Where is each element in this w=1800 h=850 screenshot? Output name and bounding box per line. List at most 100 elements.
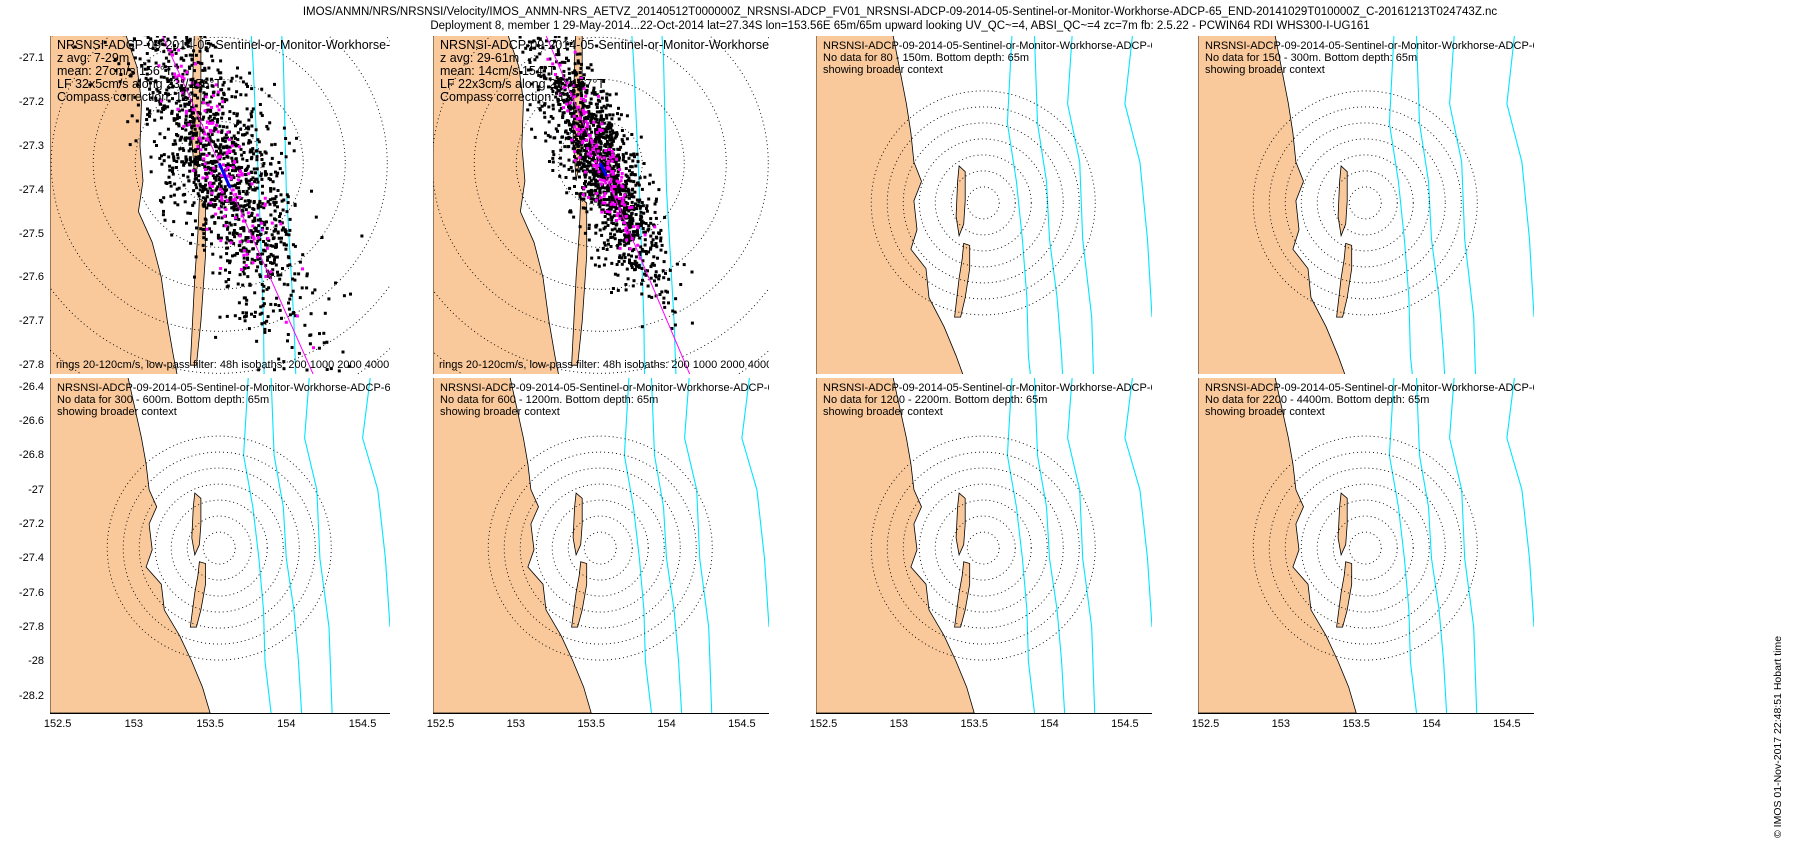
velocity-point (593, 117, 597, 121)
velocity-point (224, 280, 228, 284)
velocity-point (212, 116, 216, 120)
isobath-4 (1124, 36, 1152, 318)
velocity-point (246, 257, 250, 261)
velocity-point (616, 273, 620, 277)
mainland-land (50, 378, 211, 713)
velocity-point (581, 157, 585, 161)
velocity-point (651, 262, 655, 265)
velocity-point (653, 202, 657, 206)
velocity-point (193, 275, 196, 279)
velocity-point (548, 57, 552, 61)
velocity-point (154, 39, 158, 43)
velocity-point (590, 130, 594, 134)
velocity-point (568, 90, 572, 93)
velocity-point (184, 121, 187, 125)
velocity-point (170, 50, 174, 54)
velocity-point (239, 204, 243, 208)
velocity-point (634, 255, 638, 259)
velocity-point (202, 91, 206, 95)
velocity-point (593, 91, 597, 95)
velocity-point (195, 131, 199, 135)
velocity-point (569, 166, 573, 169)
velocity-point (243, 169, 247, 172)
velocity-point (546, 133, 550, 137)
velocity-point (172, 156, 176, 160)
velocity-point (578, 85, 582, 89)
velocity-point (548, 77, 552, 81)
velocity-point (594, 135, 598, 139)
velocity-point (172, 75, 176, 79)
velocity-point (225, 314, 229, 318)
velocity-point (207, 116, 211, 120)
velocity-point (176, 156, 180, 160)
velocity-point (266, 315, 270, 319)
velocity-point (636, 160, 640, 164)
lowpass-point (260, 228, 264, 232)
velocity-point (574, 109, 578, 113)
velocity-point (219, 151, 223, 155)
velocity-point (662, 296, 666, 300)
velocity-point (572, 106, 576, 110)
velocity-point (247, 327, 251, 331)
velocity-point (215, 174, 219, 178)
velocity-point (149, 37, 153, 41)
velocity-point (283, 228, 287, 232)
velocity-point (247, 249, 251, 253)
velocity-point (582, 162, 586, 166)
velocity-point (179, 86, 182, 90)
y-tick-top: -27.8 (18, 359, 44, 372)
velocity-point (664, 289, 668, 293)
lowpass-point (225, 167, 228, 171)
velocity-point (168, 181, 172, 184)
velocity-point (631, 249, 634, 253)
lowpass-point (231, 198, 235, 202)
velocity-point (563, 145, 567, 149)
velocity-point (134, 139, 138, 143)
velocity-point (269, 244, 273, 248)
velocity-point (164, 181, 168, 185)
panel-4-context: showing broader context (1205, 64, 1325, 76)
plot-panel-4: NRSNSI-ADCP-09-2014-05-Sentinel-or-Monit… (1198, 36, 1534, 374)
lowpass-point (636, 226, 640, 230)
velocity-point (209, 120, 213, 124)
lowpass-point (600, 122, 604, 126)
velocity-point (221, 137, 225, 141)
velocity-point (177, 122, 181, 126)
panel-2-lf: LF 22x3cm/s along 23°/157°T (440, 77, 605, 91)
velocity-point (589, 115, 593, 119)
lowpass-point (591, 147, 595, 151)
velocity-point (583, 175, 587, 179)
velocity-point (182, 58, 186, 62)
lowpass-point (230, 144, 234, 148)
velocity-point (196, 60, 200, 64)
velocity-point (583, 206, 587, 210)
lowpass-point (594, 145, 598, 149)
velocity-point (192, 189, 196, 193)
velocity-point (278, 219, 282, 223)
isobath-2 (661, 36, 677, 374)
velocity-point (626, 277, 630, 281)
velocity-point (198, 182, 202, 186)
velocity-point (617, 158, 621, 162)
velocity-point (148, 87, 152, 91)
velocity-point (222, 80, 226, 84)
panel-2-mean: mean: 14cm/s 154°T (440, 64, 556, 78)
velocity-point (629, 165, 633, 169)
velocity-point (585, 210, 589, 214)
velocity-point (581, 102, 585, 106)
velocity-point (624, 242, 628, 246)
velocity-point (597, 121, 601, 125)
velocity-point (537, 100, 541, 104)
velocity-point (210, 95, 214, 99)
velocity-point (576, 151, 580, 155)
lowpass-point (584, 120, 588, 124)
velocity-point (251, 232, 255, 236)
velocity-point (639, 245, 643, 249)
velocity-point (193, 80, 197, 84)
lowpass-point (554, 73, 557, 76)
velocity-point (655, 197, 658, 201)
lowpass-point (598, 178, 602, 182)
velocity-point (614, 160, 618, 164)
velocity-point (182, 148, 186, 152)
lowpass-point (211, 121, 215, 125)
